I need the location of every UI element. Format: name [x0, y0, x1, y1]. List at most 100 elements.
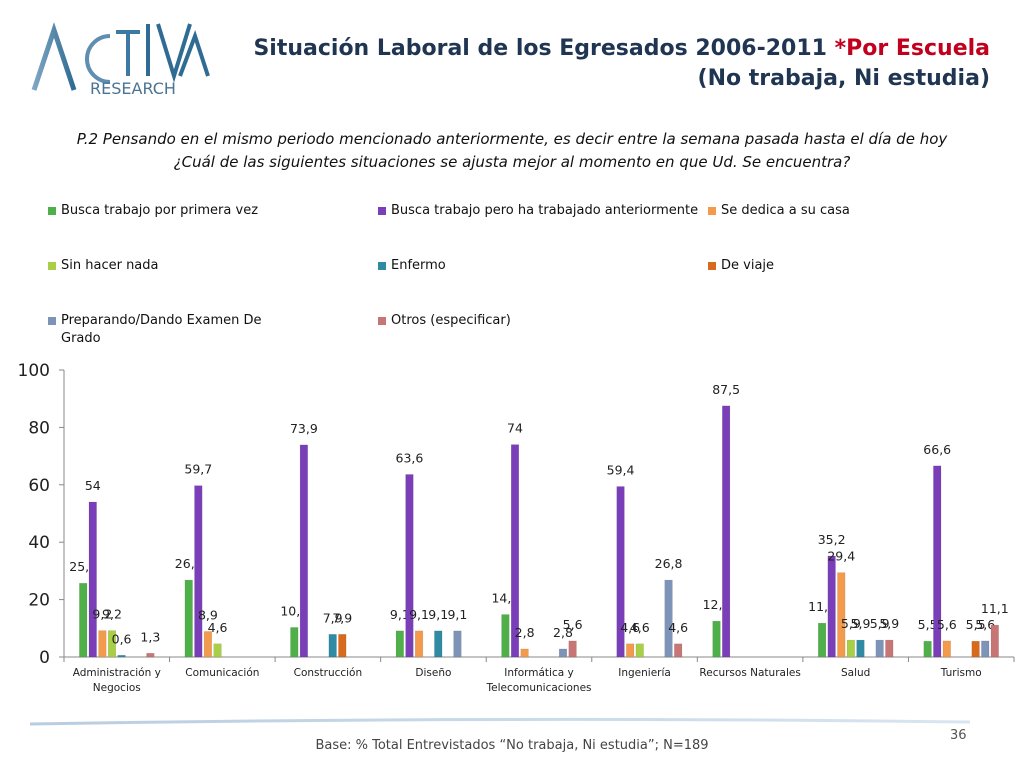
- bar: [885, 639, 894, 658]
- bar: [117, 655, 126, 658]
- bar: [184, 579, 193, 658]
- y-tick-label: 60: [28, 476, 50, 496]
- title-highlight: *Por Escuela: [834, 36, 990, 61]
- bar: [453, 630, 462, 658]
- x-category-label: Informática y: [504, 667, 573, 679]
- bar: [971, 640, 980, 658]
- data-label: 2,8: [515, 625, 535, 640]
- data-label: 4,6: [208, 620, 228, 635]
- bar: [674, 643, 683, 658]
- bar: [405, 474, 414, 658]
- bar: [990, 624, 999, 658]
- bar: [434, 630, 443, 658]
- bar: [827, 555, 836, 658]
- bar: [635, 643, 644, 658]
- data-label: 7,9: [323, 610, 343, 625]
- bar: [856, 639, 865, 658]
- bar: [395, 630, 404, 658]
- x-category-label: Administración y: [73, 667, 161, 679]
- bar: [846, 639, 855, 658]
- y-tick-label: 80: [28, 418, 50, 438]
- bar: [558, 648, 568, 658]
- bar: [107, 630, 117, 658]
- bar: [203, 631, 212, 658]
- question-line-2: ¿Cuál de las siguientes situaciones se a…: [173, 153, 851, 171]
- bar: [626, 643, 635, 658]
- data-label: 1,3: [140, 629, 160, 644]
- legend-swatch: [378, 317, 386, 325]
- data-label: 63,6: [396, 450, 424, 465]
- bar: [942, 640, 951, 658]
- bar: [712, 620, 721, 658]
- bar: [923, 640, 932, 658]
- y-tick-label: 0: [39, 648, 50, 668]
- legend-label: Se dedica a su casa: [721, 203, 850, 218]
- bar: [837, 572, 846, 658]
- page-title: Situación Laboral de los Egresados 2006-…: [253, 34, 990, 94]
- legend-label: Sin hacer nada: [61, 258, 159, 273]
- bar: [290, 627, 299, 658]
- y-tick-label: 40: [28, 533, 50, 553]
- legend-label: Busca trabajo pero ha trabajado anterior…: [391, 203, 699, 218]
- data-label: 59,7: [184, 462, 212, 477]
- x-category-label: Construcción: [294, 667, 363, 679]
- bar: [818, 622, 827, 658]
- legend-swatch: [378, 207, 386, 215]
- data-label: 8,9: [198, 607, 218, 622]
- data-label: 5,5: [918, 617, 938, 632]
- data-label: 29,4: [827, 549, 855, 564]
- legend-item: Busca trabajo pero ha trabajado anterior…: [378, 202, 698, 220]
- legend-item: Enfermo: [378, 257, 446, 275]
- legend-item: Otros (especificar): [378, 312, 511, 330]
- data-label: 74: [507, 421, 523, 436]
- bar: [299, 444, 308, 658]
- bar: [98, 630, 107, 658]
- data-label: 66,6: [923, 442, 951, 457]
- legend-item: Sin hacer nada: [48, 257, 159, 275]
- data-label: 4,6: [668, 620, 688, 635]
- page-number: 36: [950, 728, 967, 743]
- data-label: 5,9: [841, 616, 861, 631]
- bar: [88, 501, 97, 658]
- data-label: 35,2: [818, 532, 846, 547]
- bar: [146, 653, 155, 658]
- bar: [875, 639, 884, 658]
- data-label: 5,9: [851, 616, 871, 631]
- y-tick-label: 100: [18, 361, 50, 381]
- y-tick-label: 20: [28, 591, 50, 611]
- data-label: 0,6: [112, 631, 132, 646]
- bar: [722, 405, 731, 658]
- data-label: 11,1: [981, 601, 1009, 616]
- data-label: 59,4: [607, 463, 635, 478]
- bar: [664, 579, 673, 658]
- data-label: 5,9: [879, 616, 899, 631]
- x-category-label: Diseño: [415, 667, 451, 679]
- bar: [328, 634, 337, 658]
- title-line-2: (No trabaja, Ni estudia): [697, 66, 990, 91]
- legend-swatch: [48, 207, 56, 215]
- legend-swatch: [708, 207, 716, 215]
- bar: [501, 614, 510, 658]
- data-label: 73,9: [290, 421, 318, 436]
- x-category-label: Telecomunicaciones: [485, 682, 591, 694]
- legend-label: Preparando/Dando Examen De Grado: [61, 313, 262, 346]
- data-label: 7,9: [332, 610, 352, 625]
- bar: [338, 634, 347, 658]
- legend-item: Busca trabajo por primera vez: [48, 202, 258, 220]
- data-label: 5,5: [966, 617, 986, 632]
- legend-swatch: [48, 317, 56, 325]
- legend-item: Preparando/Dando Examen De Grado: [48, 312, 278, 348]
- bar: [616, 486, 625, 658]
- data-label: 9,1: [447, 607, 467, 622]
- data-label: 4,6: [620, 620, 640, 635]
- bar: [981, 640, 990, 658]
- legend-swatch: [378, 262, 386, 270]
- data-label: 5,9: [870, 616, 890, 631]
- data-label: 9,1: [409, 607, 429, 622]
- x-category-label: Recursos Naturales: [699, 667, 800, 679]
- bar: [414, 630, 424, 658]
- question-line-1: P.2 Pensando en el mismo periodo mencion…: [76, 130, 948, 148]
- data-label: 5,6: [937, 617, 957, 632]
- legend-label: Enfermo: [391, 258, 446, 273]
